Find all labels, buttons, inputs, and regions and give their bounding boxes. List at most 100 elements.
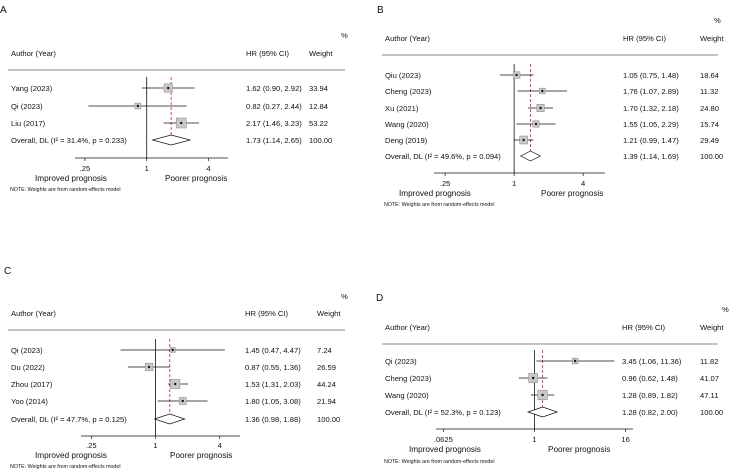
- weight-column-header: Weight: [309, 49, 333, 58]
- overall-diamond: [526, 406, 559, 418]
- x-tick-label: 4: [581, 179, 585, 188]
- study-hr: 1.05 (0.75, 1.48): [623, 71, 679, 80]
- study-weight: 24.80: [700, 104, 719, 113]
- author-column-header: Author (Year): [11, 309, 56, 318]
- study-hr: 0.82 (0.27, 2.44): [246, 102, 302, 111]
- x-label-poorer: Poorer prognosis: [548, 445, 610, 454]
- study-weight: 47.11: [700, 391, 718, 400]
- weight-column-header: Weight: [700, 323, 724, 332]
- study-point: [174, 382, 177, 386]
- overall-diamond: [519, 150, 542, 162]
- author-column-header: Author (Year): [11, 49, 56, 58]
- panel-label: B: [377, 5, 384, 16]
- study-point: [531, 376, 535, 380]
- author-column-header: Author (Year): [385, 34, 430, 43]
- study-author: Yoo (2014): [11, 397, 48, 406]
- study-author: Qi (2023): [11, 346, 43, 355]
- study-point: [574, 359, 577, 363]
- study-point: [171, 348, 174, 352]
- overall-weight: 100.00: [700, 152, 723, 161]
- study-author: Cheng (2023): [385, 87, 432, 96]
- study-point: [541, 89, 544, 93]
- overall-label: Overall, DL (I² = 47.7%, p = 0.125): [11, 415, 127, 424]
- panel-label: A: [0, 5, 7, 16]
- study-author: Deng (2019): [385, 136, 428, 145]
- study-weight: 15.74: [700, 120, 719, 129]
- study-author: Qi (2023): [385, 357, 417, 366]
- study-hr: 1.76 (1.07, 2.89): [623, 87, 679, 96]
- x-label-improved: Improved prognosis: [399, 189, 471, 198]
- hr-column-header: HR (95% CI): [245, 309, 289, 318]
- forest-panel-b: B% Author (Year) HR (95% CI) Weight Qiu (202…: [377, 5, 724, 208]
- weights-note: NOTE: Weights are from random-effects mo…: [384, 459, 495, 465]
- study-author: Liu (2017): [11, 119, 46, 128]
- study-hr: 0.87 (0.55, 1.36): [245, 363, 301, 372]
- study-weight: 41.07: [700, 374, 719, 383]
- weights-note: NOTE: Weights are from random-effects mo…: [10, 464, 121, 470]
- x-tick-label: 1: [153, 441, 157, 450]
- x-label-improved: Improved prognosis: [35, 451, 107, 460]
- x-tick-label: 4: [206, 164, 210, 173]
- study-weight: 21.94: [317, 397, 336, 406]
- study-point: [167, 86, 170, 90]
- study-point: [534, 122, 538, 126]
- study-point: [181, 399, 184, 403]
- study-point: [515, 73, 518, 77]
- hr-column-header: HR (95% CI): [246, 49, 290, 58]
- overall-hr: 1.28 (0.82, 2.00): [622, 408, 678, 417]
- x-label-poorer: Poorer prognosis: [541, 189, 603, 198]
- study-hr: 3.45 (1.06, 11.36): [622, 357, 682, 366]
- weight-column-header: Weight: [700, 34, 724, 43]
- x-label-improved: Improved prognosis: [409, 445, 481, 454]
- overall-label: Overall, DL (I² = 49.6%, p = 0.094): [385, 152, 501, 161]
- study-hr: 1.53 (1.31, 2.03): [245, 380, 301, 389]
- overall-diamond: [153, 413, 186, 425]
- study-hr: 0.96 (0.62, 1.48): [622, 374, 678, 383]
- x-label-poorer: Poorer prognosis: [170, 451, 232, 460]
- overall-hr: 1.39 (1.14, 1.69): [623, 152, 679, 161]
- hr-column-header: HR (95% CI): [623, 34, 667, 43]
- study-hr: 1.45 (0.47, 4.47): [245, 346, 301, 355]
- study-weight: 11.32: [700, 87, 718, 96]
- study-point: [147, 365, 151, 369]
- study-weight: 7.24: [317, 346, 332, 355]
- overall-hr: 1.36 (0.98, 1.88): [245, 415, 301, 424]
- study-hr: 2.17 (1.46, 3.23): [246, 119, 302, 128]
- study-author: Du (2022): [11, 363, 45, 372]
- author-column-header: Author (Year): [385, 323, 430, 332]
- panel-label: D: [376, 293, 383, 304]
- weight-percent-label: %: [714, 16, 721, 25]
- study-author: Zhou (2017): [11, 380, 53, 389]
- overall-hr: 1.73 (1.14, 2.65): [246, 136, 302, 145]
- forest-panel-d: D% Author (Year) HR (95% CI) Weight Qi (2023…: [376, 293, 729, 465]
- study-hr: 1.80 (1.05, 3.08): [245, 397, 301, 406]
- x-tick-label: .25: [440, 179, 451, 188]
- study-hr: 1.62 (0.90, 2.92): [246, 84, 302, 93]
- weight-percent-label: %: [341, 292, 348, 301]
- overall-weight: 100.00: [317, 415, 340, 424]
- overall-label: Overall, DL (I² = 31.4%, p = 0.233): [11, 136, 127, 145]
- study-point: [539, 106, 542, 110]
- study-author: Yang (2023): [11, 84, 53, 93]
- x-tick-label: 1: [512, 179, 516, 188]
- study-weight: 26.59: [317, 363, 336, 372]
- study-weight: 29.49: [700, 136, 719, 145]
- forest-panel-c: C% Author (Year) HR (95% CI) Weight Qi (2023…: [4, 266, 348, 470]
- overall-label: Overall, DL (I² = 52.3%, p = 0.123): [385, 408, 501, 417]
- x-tick-label: 4: [218, 441, 222, 450]
- x-tick-label: 1: [145, 164, 149, 173]
- study-author: Wang (2020): [385, 391, 429, 400]
- study-hr: 1.55 (1.05, 2.29): [623, 120, 679, 129]
- study-author: Cheng (2023): [385, 374, 432, 383]
- x-tick-label: 1: [532, 435, 536, 444]
- x-tick-label: .25: [80, 164, 91, 173]
- study-point: [136, 104, 140, 108]
- study-author: Qiu (2023): [385, 71, 421, 80]
- weights-note: NOTE: Weights are from random-effects mo…: [10, 187, 121, 193]
- study-weight: 33.94: [309, 84, 328, 93]
- study-point: [522, 138, 525, 142]
- forest-panel-a: A% Author (Year) HR (95% CI) Weight Yang (20…: [0, 5, 348, 193]
- study-weight: 18.64: [700, 71, 719, 80]
- overall-weight: 100.00: [309, 136, 332, 145]
